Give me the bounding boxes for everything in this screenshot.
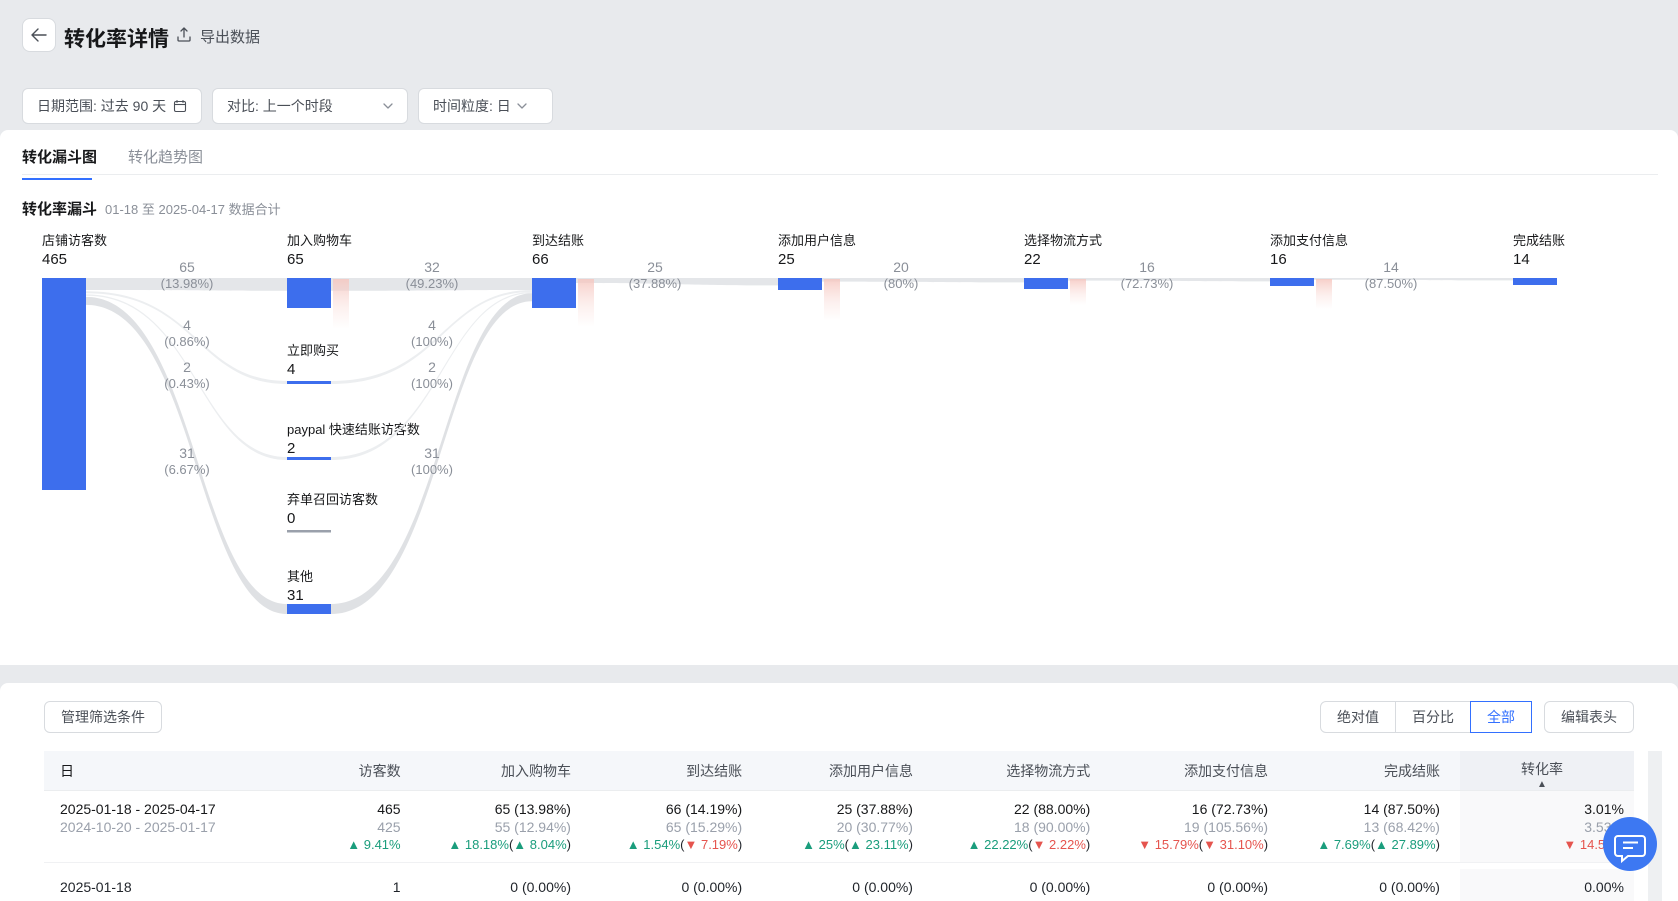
svg-text:(37.88%): (37.88%) <box>629 276 682 291</box>
svg-text:4: 4 <box>428 317 436 333</box>
svg-text:(0.43%): (0.43%) <box>164 376 210 391</box>
svg-text:20: 20 <box>893 259 909 275</box>
svg-text:2: 2 <box>428 359 436 375</box>
svg-text:(80%): (80%) <box>884 276 919 291</box>
svg-text:(100%): (100%) <box>411 462 453 477</box>
svg-text:32: 32 <box>424 259 440 275</box>
svg-text:31: 31 <box>179 445 195 461</box>
svg-text:31: 31 <box>424 445 440 461</box>
svg-text:(0.86%): (0.86%) <box>164 334 210 349</box>
svg-text:4: 4 <box>183 317 191 333</box>
svg-text:2: 2 <box>183 359 191 375</box>
svg-text:25: 25 <box>647 259 663 275</box>
svg-text:(6.67%): (6.67%) <box>164 462 210 477</box>
svg-text:(49.23%): (49.23%) <box>406 276 459 291</box>
svg-text:(87.50%): (87.50%) <box>1365 276 1418 291</box>
svg-text:14: 14 <box>1383 259 1399 275</box>
svg-text:(100%): (100%) <box>411 376 453 391</box>
svg-text:16: 16 <box>1139 259 1155 275</box>
svg-text:(72.73%): (72.73%) <box>1121 276 1174 291</box>
svg-text:65: 65 <box>179 259 195 275</box>
svg-text:(13.98%): (13.98%) <box>161 276 214 291</box>
svg-text:(100%): (100%) <box>411 334 453 349</box>
